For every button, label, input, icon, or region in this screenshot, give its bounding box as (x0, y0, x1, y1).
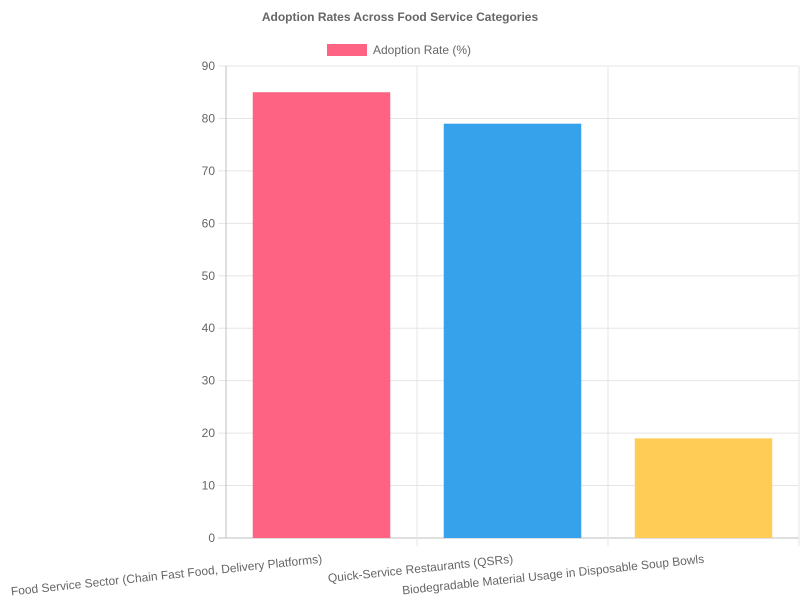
y-tick-label: 80 (202, 111, 216, 125)
y-tick-label: 60 (202, 216, 216, 230)
y-tick-label: 10 (202, 479, 216, 493)
y-tick-label: 0 (208, 531, 215, 545)
bar[interactable] (443, 123, 582, 538)
legend-label: Adoption Rate (%) (373, 43, 471, 57)
x-category-label: Food Service Sector (Chain Fast Food, De… (10, 552, 323, 599)
y-tick-label: 90 (202, 59, 216, 73)
y-tick-label: 40 (202, 321, 216, 335)
bar[interactable] (634, 438, 773, 538)
legend-swatch (327, 44, 367, 56)
y-tick-label: 20 (202, 426, 216, 440)
legend[interactable]: Adoption Rate (%) (327, 43, 471, 57)
y-tick-label: 30 (202, 374, 216, 388)
bar[interactable] (252, 92, 391, 538)
bars (252, 92, 773, 538)
x-axis-labels: Food Service Sector (Chain Fast Food, De… (10, 552, 705, 599)
y-tick-label: 70 (202, 164, 216, 178)
chart-title: Adoption Rates Across Food Service Categ… (262, 10, 539, 24)
y-axis-ticks: 0 10 20 30 40 50 60 70 80 90 (202, 59, 216, 545)
y-tick-label: 50 (202, 269, 216, 283)
